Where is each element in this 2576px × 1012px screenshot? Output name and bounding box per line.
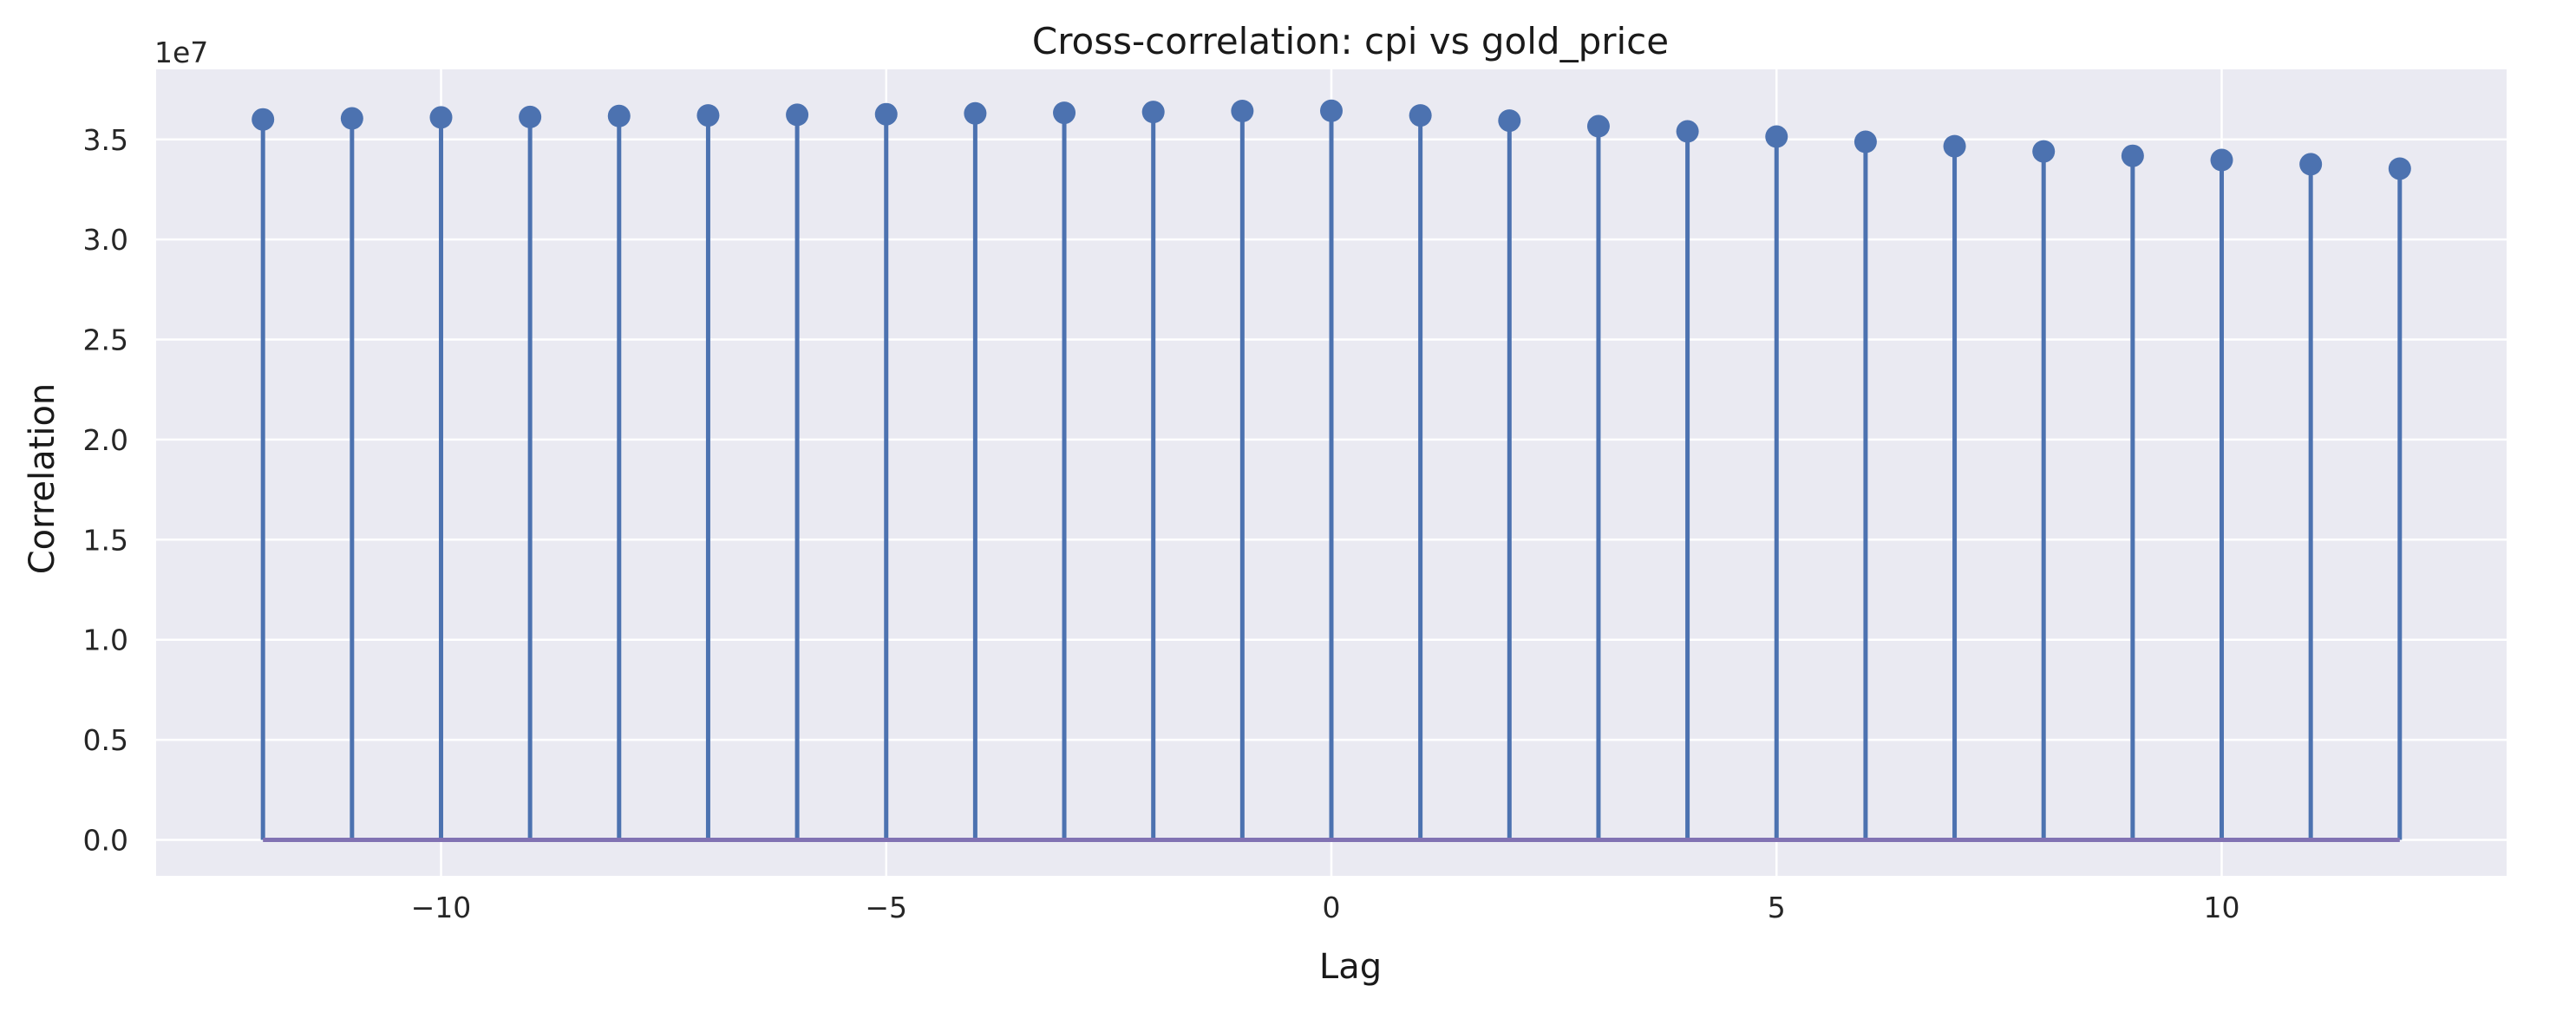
stem-marker [786, 103, 809, 127]
stem-marker [429, 106, 453, 129]
x-tick-label: 10 [2204, 891, 2240, 924]
stem-marker [696, 104, 720, 127]
x-axis-label: Lag [1319, 947, 1382, 987]
stem-marker [2210, 148, 2233, 172]
stem-marker [1943, 134, 1966, 158]
y-tick-label: 1.5 [83, 523, 128, 557]
stem-marker [1409, 104, 1432, 127]
stem-marker [964, 101, 987, 125]
stem-marker [1676, 120, 1699, 143]
y-tick-label: 1.0 [83, 624, 128, 657]
y-axis-ticks: 0.0 0.5 1.0 1.5 2.0 2.5 3.0 3.5 [83, 123, 128, 858]
stem-marker [2032, 140, 2056, 163]
stem-marker [607, 104, 631, 127]
y-axis-label: Correlation [23, 383, 62, 575]
y-tick-label: 2.5 [83, 323, 128, 357]
stem-marker [1141, 101, 1165, 124]
y-tick-label: 3.5 [83, 123, 128, 157]
y-axis-offset-label: 1e7 [154, 36, 208, 69]
stem-marker [1231, 100, 1254, 122]
stem-marker [2388, 157, 2411, 180]
stem-marker [1586, 114, 1610, 138]
stem-marker [252, 108, 275, 131]
stem-marker [1053, 101, 1076, 125]
chart-title: Cross-correlation: cpi vs gold_price [1032, 20, 1669, 62]
x-axis-ticks: −10 −5 0 5 10 [411, 891, 2240, 924]
stem-marker [1765, 125, 1788, 148]
x-tick-label: 0 [1323, 891, 1341, 924]
y-tick-label: 3.0 [83, 223, 128, 257]
stem-marker [2121, 144, 2144, 167]
stem-marker [1498, 109, 1521, 133]
stem-series [252, 99, 2411, 842]
stem-marker [340, 107, 363, 130]
stem-marker [2299, 153, 2323, 176]
y-tick-label: 0.5 [83, 723, 128, 757]
y-tick-label: 0.0 [83, 823, 128, 857]
stem-marker [1320, 99, 1343, 122]
stem-marker [1854, 130, 1877, 153]
stem-marker [519, 105, 542, 128]
x-tick-label: −5 [865, 891, 907, 924]
stem-marker [874, 102, 898, 126]
x-tick-label: 5 [1768, 891, 1786, 924]
x-tick-label: −10 [411, 891, 472, 924]
y-tick-label: 2.0 [83, 423, 128, 457]
